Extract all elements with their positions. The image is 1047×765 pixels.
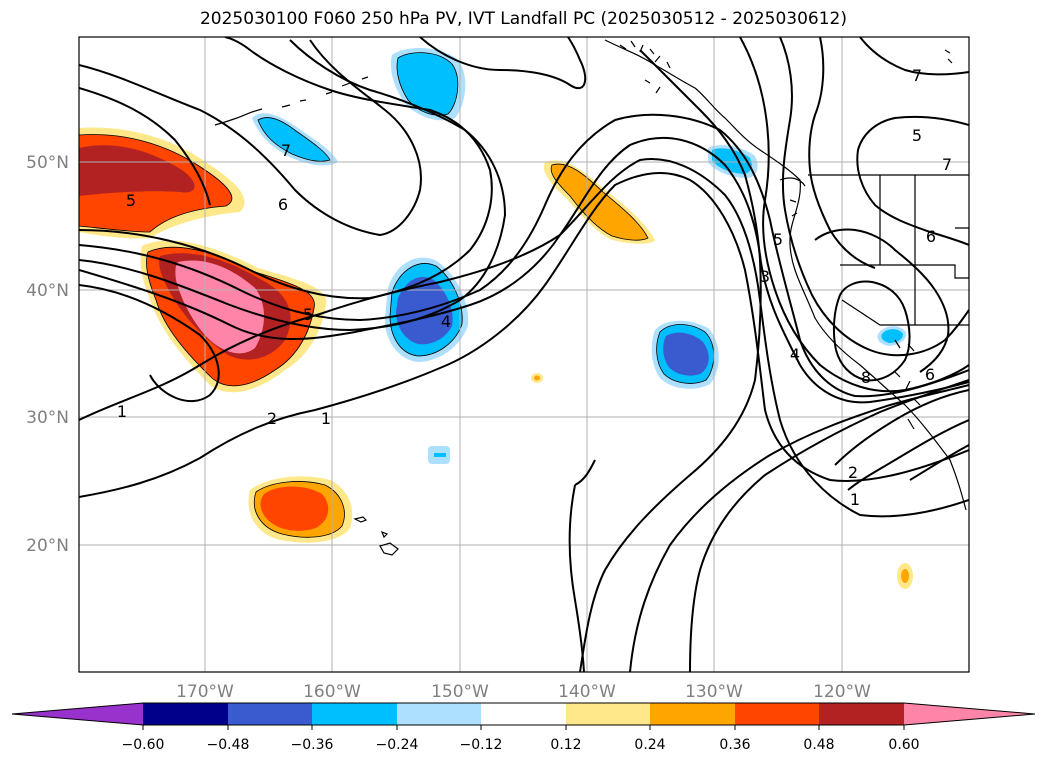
map-panel: 1 2 1 5 6 7 5 4 3 5 4 6 8 2 1 7 5 6 7 <box>79 37 969 672</box>
colorbar-tick-label: −0.60 <box>122 737 165 753</box>
lon-label: 170°W <box>176 682 234 702</box>
pv-negative-anomaly-shading <box>252 48 907 464</box>
contour-label: 4 <box>441 312 451 331</box>
contour-label: 7 <box>942 155 952 174</box>
contour-label: 1 <box>117 402 127 421</box>
contour-label: 7 <box>912 66 922 85</box>
coastlines <box>214 39 969 556</box>
colorbar-segment <box>481 703 566 725</box>
contour-label: 6 <box>925 365 935 384</box>
colorbar-tick-label: 0.24 <box>634 737 665 753</box>
pv-positive-anomaly-shading <box>79 127 913 589</box>
colorbar-tick-label: −0.12 <box>460 737 503 753</box>
contour-label: 6 <box>278 195 288 214</box>
lon-label: 150°W <box>431 682 489 702</box>
colorbar-tick-label: 0.36 <box>719 737 750 753</box>
colorbar-tick-label: −0.48 <box>207 737 250 753</box>
contour-label: 1 <box>850 490 860 509</box>
latitude-labels: 50°N 40°N 30°N 20°N <box>26 153 69 556</box>
longitude-labels: 170°W 160°W 150°W 140°W 130°W 120°W <box>176 682 871 702</box>
colorbar: −0.60 −0.48 −0.36 −0.24 −0.12 0.12 0.24 … <box>11 702 1036 753</box>
lat-label: 40°N <box>26 281 69 301</box>
lon-label: 130°W <box>685 682 743 702</box>
contour-labels: 1 2 1 5 6 7 5 4 3 5 4 6 8 2 1 7 5 6 7 <box>117 66 952 509</box>
contour-label: 6 <box>926 227 936 246</box>
contour-label: 2 <box>848 463 858 482</box>
lon-label: 140°W <box>558 682 616 702</box>
colorbar-tick-label: −0.36 <box>291 737 334 753</box>
colorbar-segment <box>397 703 481 725</box>
colorbar-segment <box>312 703 397 725</box>
colorbar-tick-label: 0.12 <box>550 737 581 753</box>
colorbar-tick-label: 0.60 <box>888 737 919 753</box>
contour-label: 1 <box>321 409 331 428</box>
colorbar-tick-label: 0.48 <box>803 737 834 753</box>
contour-label: 3 <box>760 267 770 286</box>
colorbar-segment <box>566 703 650 725</box>
contour-label: 7 <box>281 141 291 160</box>
ivt-contours <box>79 37 969 672</box>
colorbar-segment <box>228 703 312 725</box>
map-gridlines <box>79 37 969 672</box>
colorbar-segment <box>650 703 735 725</box>
contour-label: 4 <box>790 345 800 364</box>
colorbar-ticks <box>142 725 905 730</box>
colorbar-segment <box>735 703 819 725</box>
contour-label: 5 <box>126 191 136 210</box>
chart-title: 2025030100 F060 250 hPa PV, IVT Landfall… <box>199 9 847 29</box>
colorbar-segment <box>819 703 904 725</box>
lat-label: 20°N <box>26 536 69 556</box>
colorbar-segment <box>143 703 228 725</box>
map-frame <box>78 36 970 673</box>
lat-label: 30°N <box>26 408 69 428</box>
contour-label: 5 <box>773 230 783 249</box>
pv-anomaly-outlines <box>79 52 715 538</box>
contour-label: 8 <box>861 368 871 387</box>
contour-label: 2 <box>267 409 277 428</box>
lat-label: 50°N <box>26 153 69 173</box>
lon-label: 160°W <box>303 682 361 702</box>
colorbar-extend-high <box>904 703 1035 725</box>
contour-label: 5 <box>303 305 313 324</box>
lon-label: 120°W <box>813 682 871 702</box>
contour-label: 5 <box>912 126 922 145</box>
colorbar-extend-low <box>12 703 143 725</box>
colorbar-tick-label: −0.24 <box>376 737 419 753</box>
